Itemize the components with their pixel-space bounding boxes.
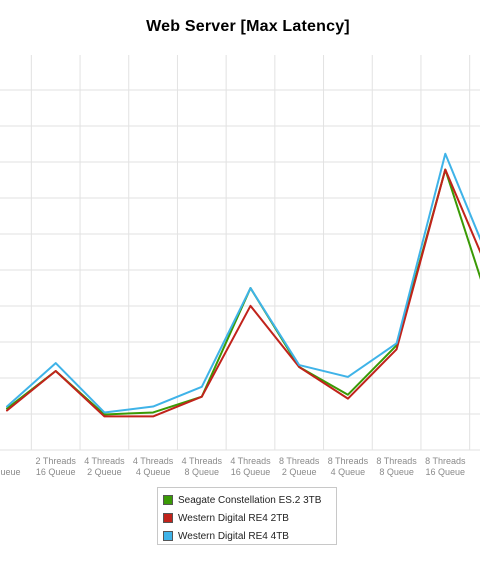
x-tick-label: 4 Threads 8 Queue [182,456,223,477]
legend: Seagate Constellation ES.2 3TB Western Di… [157,487,337,545]
legend-item: Seagate Constellation ES.2 3TB [163,493,321,507]
series-line-3 [6,152,480,414]
x-tick-label: 2 Threads 16 Queue [36,456,77,477]
x-tick-label: 8 Threads 2 Queue [279,456,320,477]
x-tick-label: 4 Threads 4 Queue [133,456,174,477]
legend-label: Western Digital RE4 2TB [178,512,289,524]
x-tick-label: 8 Threads 8 Queue [376,456,417,477]
x-tick-label: 4 Threads 16 Queue [230,456,271,477]
x-tick-label: 8 Threads 16 Queue [425,456,466,477]
x-tick-label: 4 Threads 2 Queue [84,456,125,477]
legend-label: Western Digital RE4 4TB [178,530,289,542]
series-line-2 [6,168,480,418]
legend-item: Western Digital RE4 2TB [163,511,289,525]
legend-swatch [163,513,173,523]
legend-swatch [163,531,173,541]
plot-background [0,55,480,450]
chart-title: Web Server [Max Latency] [146,18,350,35]
legend-swatch [163,495,173,505]
x-tick-label: 8 Threads 4 Queue [328,456,369,477]
x-tick-label: Queue [0,467,21,477]
legend-label: Seagate Constellation ES.2 3TB [178,494,322,506]
legend-item: Western Digital RE4 4TB [163,529,289,543]
